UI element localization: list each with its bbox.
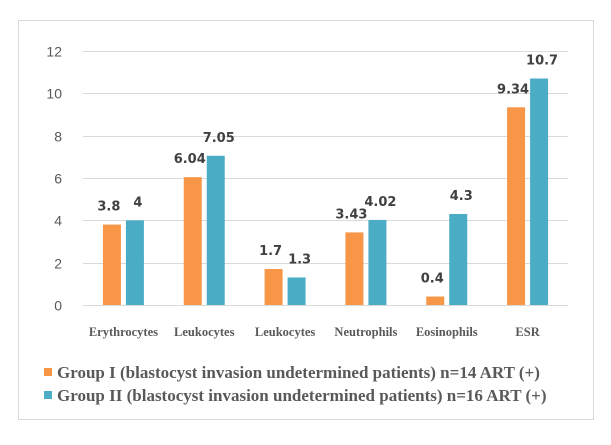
data-label: 4.02 [364, 195, 396, 210]
bar-group-i [426, 296, 445, 305]
y-tick-label: 8 [54, 129, 62, 145]
y-tick-label: 10 [46, 86, 62, 102]
bar-group-ii [125, 220, 144, 305]
bar-group-ii [287, 277, 306, 305]
legend-swatch [44, 368, 52, 376]
data-label: 6.04 [174, 152, 206, 167]
bar-group-i [264, 269, 283, 305]
bars [102, 78, 549, 306]
x-category-label: ESR [515, 325, 540, 339]
bar-group-ii [368, 219, 387, 305]
bar-group-i [507, 107, 526, 305]
y-axis-ticks: 0 2 4 6 8 10 12 [46, 44, 62, 314]
gridlines [83, 51, 568, 306]
legend-label: Group II (blastocyst invasion undetermin… [57, 386, 547, 405]
x-category-label: Leukocytes [174, 325, 235, 339]
data-label: 0.4 [421, 272, 444, 287]
bar-group-i [102, 224, 121, 305]
bar-group-ii [530, 78, 549, 306]
data-label: 1.7 [259, 244, 282, 259]
legend: Group I (blastocyst invasion undetermine… [44, 363, 547, 405]
x-axis-categories: Erythrocytes Leukocytes Leukocytes Neutroph… [89, 325, 541, 339]
x-category-label: Eosinophils [416, 325, 478, 339]
x-category-label: Erythrocytes [89, 325, 158, 339]
bar-group-i [183, 177, 202, 305]
y-tick-label: 2 [54, 256, 62, 272]
bar-group-ii [449, 213, 468, 305]
legend-swatch [44, 391, 52, 399]
data-label: 4 [133, 195, 142, 210]
y-tick-label: 12 [46, 44, 62, 60]
bar-group-ii [206, 155, 225, 305]
y-tick-label: 4 [54, 213, 62, 229]
data-label: 4.3 [450, 189, 473, 204]
data-label: 3.43 [335, 207, 367, 222]
legend-label: Group I (blastocyst invasion undetermine… [57, 363, 540, 382]
data-label: 9.34 [497, 82, 529, 97]
y-tick-label: 6 [54, 171, 62, 187]
x-category-label: Neutrophils [334, 325, 397, 339]
x-category-label: Leukocytes [255, 325, 316, 339]
y-tick-label: 0 [54, 298, 62, 314]
data-label: 1.3 [288, 252, 311, 267]
data-labels: 3.8 4 6.04 7.05 1.7 1.3 3.434.02 0.4 4.3 9.34 10.7 [97, 54, 558, 287]
data-label: 3.8 [97, 200, 120, 215]
data-label: 10.7 [526, 54, 558, 69]
data-label: 7.05 [203, 131, 235, 146]
bar-group-i [345, 232, 364, 305]
